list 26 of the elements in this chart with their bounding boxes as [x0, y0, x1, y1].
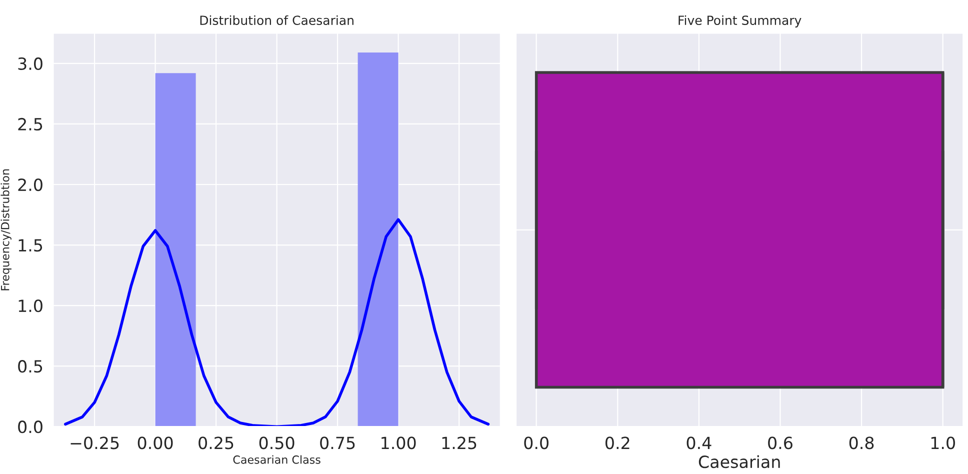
y-tick-label: 2.5	[18, 118, 42, 131]
x-axis-title: Caesarian Class	[233, 455, 320, 464]
y-tick-label: 2.0	[18, 178, 42, 192]
line-series	[64, 218, 490, 427]
x-tick-label: 0.50	[259, 436, 294, 450]
x-tick-label: 0.8	[849, 436, 874, 450]
x-tick-label: 0.25	[198, 436, 234, 450]
x-tick-label: −0.25	[70, 436, 119, 450]
x-tick-label: 0.0	[524, 436, 548, 450]
y-tick-label: 0.0	[18, 420, 42, 434]
y-tick-label: 1.5	[18, 239, 42, 252]
y-tick-label: 3.0	[18, 57, 42, 70]
y-axis-title: Frequency/Distrubtion	[0, 169, 12, 290]
x-tick-label: 1.25	[442, 436, 476, 450]
chart-title: Distribution of Caesarian	[200, 15, 354, 26]
x-tick-label: 1.0	[931, 436, 955, 450]
x-tick-label: 0.2	[605, 436, 630, 450]
x-tick-label: 0.00	[138, 436, 173, 450]
x-tick-label: 0.6	[768, 436, 792, 450]
x-tick-label: 0.4	[686, 436, 712, 450]
y-tick-label: 1.0	[18, 300, 42, 312]
y-tick-label: 0.5	[18, 360, 42, 373]
x-axis-title: Caesarian	[698, 455, 780, 468]
chart-title: Five Point Summary	[678, 15, 802, 28]
x-tick-label: 1.00	[382, 436, 416, 450]
x-tick-label: 0.75	[320, 436, 355, 450]
